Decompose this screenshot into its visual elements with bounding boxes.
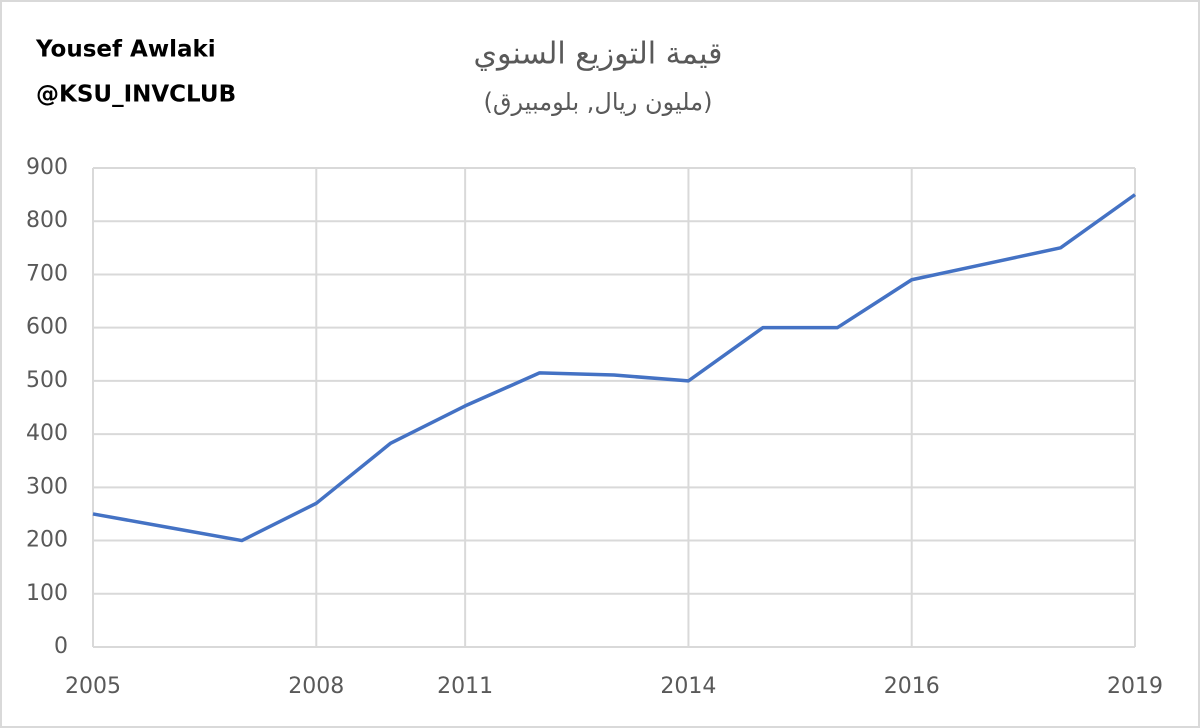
x-tick-label: 2008 <box>288 674 344 699</box>
y-tick-label: 400 <box>26 421 68 446</box>
y-tick-label: 500 <box>26 368 68 393</box>
y-tick-label: 600 <box>26 315 68 340</box>
y-tick-label: 800 <box>26 208 68 233</box>
y-tick-label: 200 <box>26 528 68 553</box>
chart-title: قيمة التوزيع السنوي <box>474 37 723 72</box>
y-tick-label: 900 <box>26 155 68 180</box>
x-tick-label: 2016 <box>884 674 940 699</box>
y-tick-label: 0 <box>54 634 68 659</box>
x-tick-label: 2011 <box>437 674 493 699</box>
y-tick-label: 700 <box>26 261 68 286</box>
author-handle: @KSU_INVCLUB <box>36 82 236 108</box>
x-tick-label: 2005 <box>65 674 121 699</box>
data-line <box>92 193 1137 543</box>
y-tick-label: 100 <box>26 581 68 606</box>
chart-subtitle: (مليون ريال, بلومبيرق) <box>484 88 713 116</box>
x-tick-label: 2014 <box>660 674 716 699</box>
author: Yousef Awlaki <box>35 37 216 63</box>
x-tick-label: 2019 <box>1107 674 1163 699</box>
y-tick-label: 300 <box>26 474 68 499</box>
